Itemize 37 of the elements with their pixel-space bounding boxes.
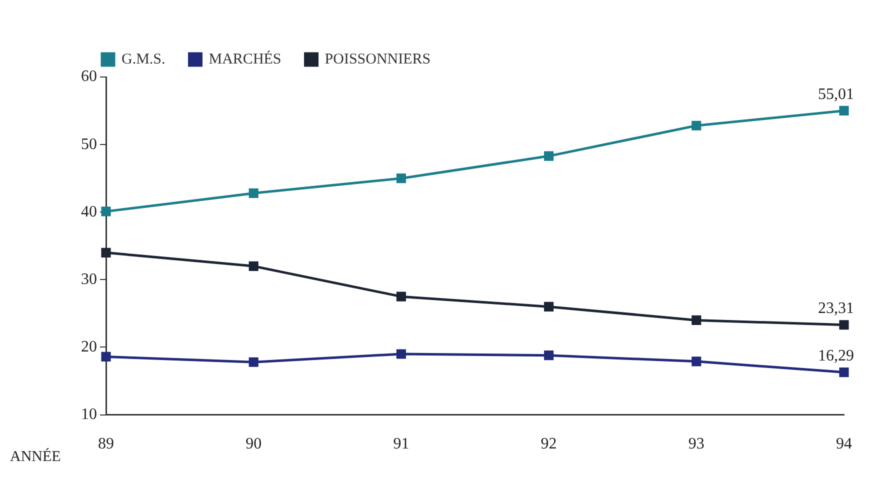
point [839, 368, 849, 378]
y-tick-label: 60 [81, 68, 97, 86]
point [101, 206, 111, 216]
data-label: 55,01 [818, 86, 854, 103]
point [396, 292, 406, 302]
data-label: 16,29 [818, 348, 854, 365]
x-axis-title: ANNÉE [10, 449, 61, 466]
x-tick-label: 94 [836, 436, 852, 453]
x-tick-label: 89 [98, 436, 114, 453]
legend-label: G.M.S. [122, 51, 166, 68]
point [692, 315, 702, 325]
point [544, 302, 554, 312]
point [839, 320, 849, 330]
legend-label: MARCHÉS [208, 50, 282, 68]
point [248, 357, 258, 367]
y-tick-label: 30 [81, 270, 97, 288]
x-tick-label: 90 [246, 436, 262, 453]
y-tick-label: 50 [81, 136, 97, 153]
point [692, 120, 702, 130]
point [101, 248, 111, 258]
point [396, 174, 406, 184]
data-label: 23,31 [818, 300, 854, 318]
point [248, 188, 258, 198]
point [101, 352, 111, 362]
x-tick-label: 93 [688, 436, 704, 453]
point [248, 261, 258, 271]
point [692, 356, 702, 366]
point [544, 151, 554, 161]
point [396, 349, 406, 359]
y-tick-label: 40 [81, 203, 97, 220]
y-tick-label: 20 [81, 338, 97, 356]
point [544, 350, 554, 360]
y-tick-label: 10 [81, 406, 97, 424]
legend-label: POISSONNIERS [324, 51, 431, 68]
x-tick-label: 91 [393, 436, 410, 453]
x-tick-label: 92 [540, 436, 557, 453]
point [839, 106, 849, 116]
